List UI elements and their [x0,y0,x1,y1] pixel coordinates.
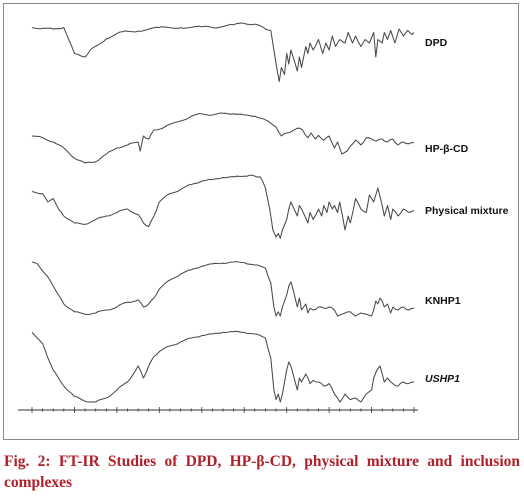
series-label-4: KNHP1 [425,295,461,307]
spectrum-trace-1 [31,22,415,83]
spectrum-trace-2 [31,112,415,164]
x-axis [18,407,418,413]
spectrum-trace-5 [31,330,415,403]
spectrum-trace-4 [31,261,415,317]
spectrum-trace-3 [31,174,415,239]
traces-layer [31,22,415,403]
series-label-3: Physical mixture [425,205,509,217]
figure-frame: DPD HP-β-CD Physical mixture KNHP1 USHP1 [3,3,519,440]
figure-caption: Fig. 2: FT-IR Studies of DPD, HP-β-CD, p… [4,453,520,491]
labels-layer: DPD HP-β-CD Physical mixture KNHP1 USHP1 [425,37,509,385]
series-label-5: USHP1 [425,373,460,385]
series-label-1: DPD [425,37,448,49]
ftir-spectra-chart: DPD HP-β-CD Physical mixture KNHP1 USHP1 [18,22,509,413]
series-label-2: HP-β-CD [425,143,469,155]
